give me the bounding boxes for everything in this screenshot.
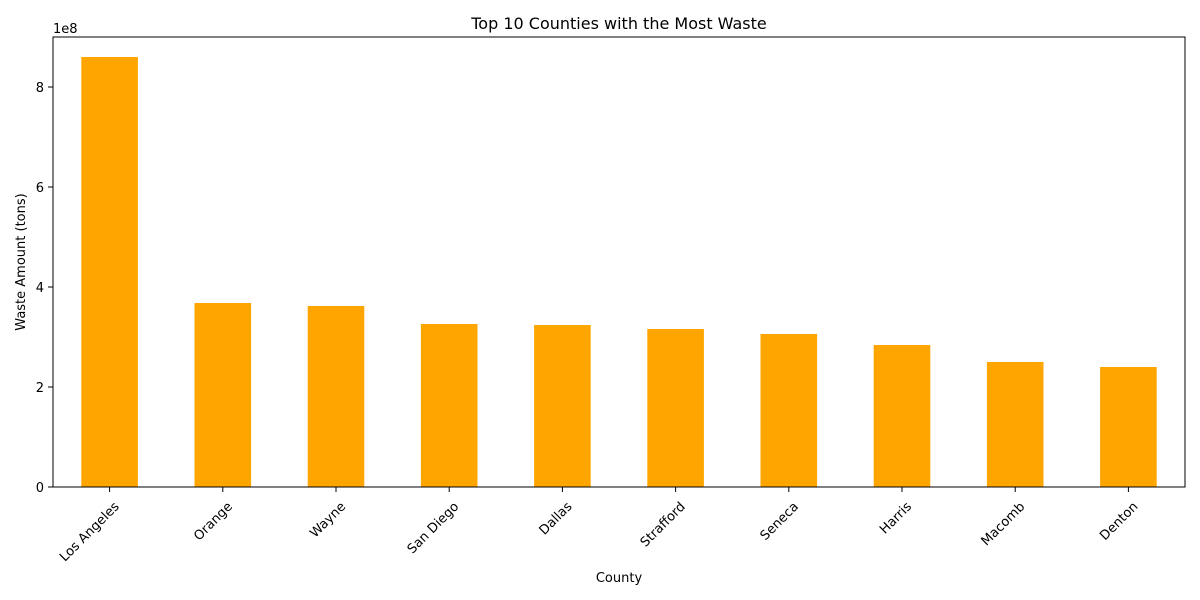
bars-layer [81, 57, 1157, 487]
y-tick-label: 2 [36, 381, 44, 396]
y-axis-offset-label: 1e8 [53, 22, 78, 37]
x-tick-label: Los Angeles [57, 499, 123, 565]
bar-san-diego [420, 324, 478, 487]
x-tick-label: Strafford [638, 499, 689, 550]
x-ticks: Los Angeles Orange Wayne San Diego Dallas Str… [57, 487, 1141, 565]
bar-seneca [760, 334, 818, 487]
x-tick-label: San Diego [405, 499, 463, 557]
bar-harris [873, 345, 931, 487]
x-tick-label: Dallas [537, 499, 576, 538]
y-axis-label: Waste Amount (tons) [14, 193, 29, 330]
x-axis-label: County [596, 571, 643, 586]
bar-dallas [534, 325, 591, 487]
bar-denton [1100, 367, 1157, 487]
y-tick-label: 4 [36, 281, 44, 296]
y-tick-label: 6 [36, 181, 44, 196]
bar-los-angeles [81, 57, 138, 487]
plot-frame [52, 36, 1186, 488]
chart-title: Top 10 Counties with the Most Waste [470, 14, 766, 33]
y-tick-label: 8 [36, 81, 44, 96]
x-tick-label: Orange [191, 499, 236, 544]
x-tick-label: Wayne [307, 499, 349, 541]
x-tick-label: Denton [1097, 499, 1141, 543]
y-tick-label: 0 [36, 481, 44, 496]
bar-orange [194, 303, 252, 487]
x-tick-label: Harris [877, 499, 915, 537]
bar-macomb [986, 362, 1044, 487]
x-tick-label: Macomb [979, 499, 1029, 549]
bar-wayne [307, 306, 365, 487]
y-ticks: 0 2 4 6 8 [36, 81, 53, 496]
x-tick-label: Seneca [758, 499, 802, 543]
bar-strafford [647, 329, 704, 487]
